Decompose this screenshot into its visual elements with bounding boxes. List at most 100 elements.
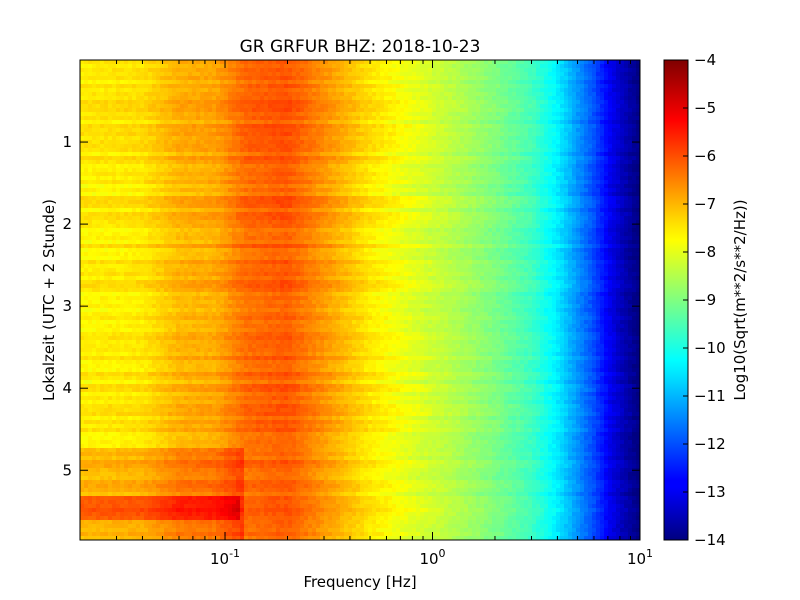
heatmap-cell (124, 76, 129, 81)
heatmap-cell (488, 120, 493, 125)
heatmap-cell (172, 200, 177, 205)
heatmap-cell (360, 72, 365, 77)
heatmap-cell (208, 60, 213, 65)
heatmap-cell (572, 60, 577, 65)
heatmap-cell (548, 164, 553, 169)
heatmap-cell (228, 96, 233, 101)
heatmap-cell (516, 164, 521, 169)
heatmap-cell (380, 120, 385, 125)
heatmap-cell (476, 64, 481, 69)
heatmap-cell (108, 188, 113, 193)
heatmap-cell (492, 80, 497, 85)
heatmap-cell (300, 188, 305, 193)
heatmap-cell (268, 172, 273, 177)
heatmap-cell (628, 176, 633, 181)
heatmap-cell (408, 80, 413, 85)
heatmap-cell (620, 152, 625, 157)
heatmap-cell (488, 156, 493, 161)
heatmap-cell (504, 64, 509, 69)
heatmap-cell (232, 144, 237, 149)
heatmap-cell (180, 128, 185, 133)
heatmap-cell (296, 172, 301, 177)
heatmap-cell (104, 168, 109, 173)
heatmap-cell (168, 176, 173, 181)
heatmap-cell (164, 96, 169, 101)
heatmap-cell (492, 60, 497, 65)
heatmap-cell (560, 196, 565, 201)
heatmap-cell (220, 60, 225, 65)
heatmap-cell (584, 72, 589, 77)
heatmap-cell (496, 108, 501, 113)
heatmap-cell (392, 84, 397, 89)
heatmap-cell (564, 180, 569, 185)
heatmap-cell (300, 172, 305, 177)
heatmap-cell (172, 156, 177, 161)
heatmap-cell (272, 196, 277, 201)
heatmap-cell (344, 88, 349, 93)
heatmap-cell (88, 152, 93, 157)
heatmap-cell (564, 152, 569, 157)
heatmap-cell (340, 84, 345, 89)
heatmap-cell (636, 68, 640, 73)
heatmap-cell (264, 80, 269, 85)
heatmap-cell (116, 136, 121, 141)
heatmap-cell (508, 84, 513, 89)
heatmap-cell (240, 152, 245, 157)
heatmap-cell (372, 116, 377, 121)
heatmap-cell (404, 108, 409, 113)
heatmap-cell (320, 76, 325, 81)
heatmap-cell (340, 140, 345, 145)
heatmap-cell (372, 96, 377, 101)
heatmap-cell (392, 72, 397, 77)
heatmap-cell (324, 96, 329, 101)
heatmap-cell (460, 188, 465, 193)
heatmap-cell (140, 64, 145, 69)
heatmap-cell (500, 136, 505, 141)
heatmap-cell (136, 144, 141, 149)
heatmap-cell (496, 88, 501, 93)
heatmap-cell (616, 168, 621, 173)
heatmap-cell (336, 64, 341, 69)
heatmap-cell (572, 160, 577, 165)
heatmap-cell (92, 156, 97, 161)
heatmap-cell (500, 100, 505, 105)
heatmap-cell (628, 132, 633, 137)
heatmap-cell (384, 120, 389, 125)
heatmap-cell (468, 132, 473, 137)
heatmap-cell (544, 76, 549, 81)
heatmap-cell (328, 160, 333, 165)
heatmap-cell (284, 124, 289, 129)
heatmap-cell (280, 160, 285, 165)
heatmap-cell (356, 188, 361, 193)
heatmap-cell (492, 180, 497, 185)
heatmap-cell (500, 64, 505, 69)
heatmap-cell (428, 68, 433, 73)
heatmap-cell (480, 176, 485, 181)
heatmap-cell (600, 72, 605, 77)
heatmap-cell (544, 96, 549, 101)
heatmap-cell (376, 120, 381, 125)
heatmap-cell (304, 112, 309, 117)
heatmap-cell (332, 76, 337, 81)
heatmap-cell (408, 140, 413, 145)
heatmap-cell (544, 184, 549, 189)
heatmap-cell (384, 172, 389, 177)
heatmap-cell (196, 184, 201, 189)
heatmap-cell (492, 184, 497, 189)
heatmap-cell (192, 172, 197, 177)
heatmap-cell (88, 156, 93, 161)
heatmap-cell (536, 184, 541, 189)
heatmap-cell (560, 152, 565, 157)
heatmap-cell (624, 152, 629, 157)
heatmap-cell (140, 84, 145, 89)
heatmap-cell (160, 192, 165, 197)
heatmap-cell (556, 92, 561, 97)
heatmap-cell (400, 68, 405, 73)
heatmap-cell (108, 68, 113, 73)
heatmap-cell (504, 104, 509, 109)
heatmap-cell (544, 68, 549, 73)
heatmap-cell (172, 112, 177, 117)
heatmap-cell (596, 104, 601, 109)
heatmap-cell (520, 112, 525, 117)
heatmap-cell (112, 128, 117, 133)
